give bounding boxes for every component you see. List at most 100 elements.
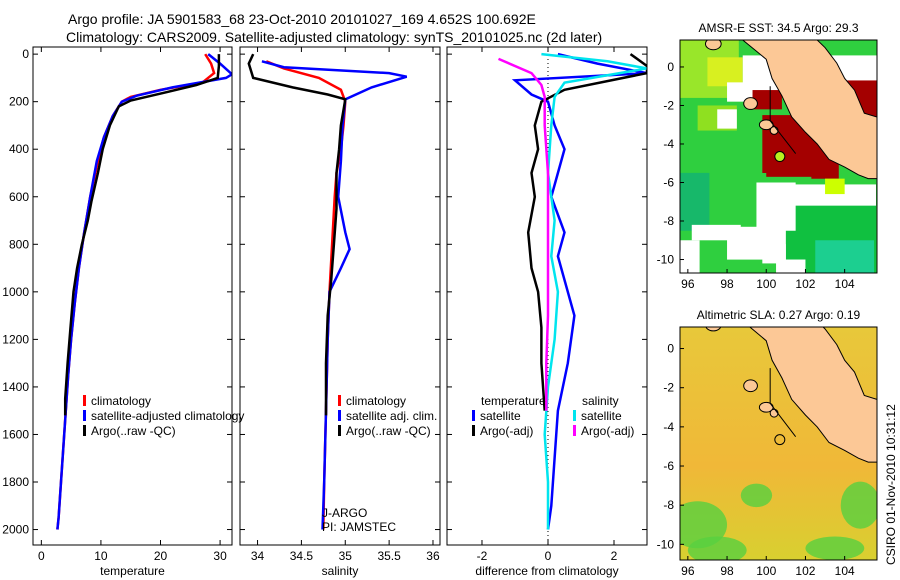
no-data-cell — [680, 240, 700, 273]
y-tick-label: -4 — [663, 137, 674, 151]
island — [704, 40, 722, 51]
sst-hot-cell — [752, 90, 782, 110]
x-tick-label: 104 — [835, 564, 855, 578]
x-axis-label: salinity — [322, 564, 359, 578]
x-tick-label: -2 — [477, 549, 488, 563]
x-tick-label: 98 — [720, 564, 734, 578]
header-line1: Argo profile: JA 5901583_68 23-Oct-2010 … — [68, 11, 536, 27]
series-climatology — [265, 60, 347, 530]
legend-swatch — [338, 425, 341, 436]
legend-label: Argo(-adj) — [480, 424, 533, 438]
y-tick-label: -2 — [663, 98, 674, 112]
series-salinity-satellite — [541, 52, 647, 530]
island — [743, 97, 758, 110]
legend-label: Argo(..raw -QC) — [346, 424, 431, 438]
x-tick-label: 2 — [611, 549, 618, 563]
x-tick-label: 96 — [681, 564, 695, 578]
trench-line — [769, 86, 797, 154]
side-label: CSIRO 01-Nov-2010 10:31:12 — [884, 404, 898, 565]
y-tick-label: 200 — [9, 95, 29, 109]
legend-swatch — [83, 425, 86, 436]
x-tick-label: 96 — [681, 277, 695, 291]
legend-label: satellite — [581, 409, 622, 423]
plot-frame — [446, 46, 648, 546]
legend-swatch — [573, 410, 576, 421]
sst-cell — [680, 172, 710, 231]
y-tick-label: 600 — [9, 190, 29, 204]
legend-swatch — [338, 410, 341, 421]
x-tick-label: 35 — [339, 549, 353, 563]
legend-swatch — [472, 410, 475, 421]
y-tick-label: -6 — [663, 175, 674, 189]
x-tick-label: 34.5 — [290, 549, 314, 563]
x-tick-label: 34 — [251, 549, 265, 563]
legend-label: satellite-adjusted climatology — [91, 409, 244, 423]
x-tick-label: 0 — [38, 549, 45, 563]
x-tick-label: 35.5 — [377, 549, 401, 563]
panel-salinity: 34 34.5 35 35.5 36 salinity climatologysatelli… — [239, 46, 441, 578]
legend-label: Argo(-adj) — [581, 424, 634, 438]
plot-frame — [32, 46, 233, 546]
annotation: J-ARGO — [322, 506, 367, 520]
no-data-cell — [717, 109, 737, 129]
no-data-cell — [762, 244, 786, 264]
sla-low-patch — [740, 483, 773, 508]
sla-low-patch — [680, 501, 728, 549]
x-tick-label: 100 — [756, 564, 776, 578]
map-title: AMSR-E SST: 34.5 Argo: 29.3 — [698, 21, 858, 35]
y-tick-label: -8 — [663, 498, 674, 512]
legend-swatch — [83, 395, 86, 406]
panel-temperature: 0 10 20 30 0 200 400 600 800 1000 1200 1400 1600 1800… — [2, 46, 244, 578]
y-tick-label: 1400 — [2, 380, 29, 394]
legend-label: climatology — [91, 394, 151, 408]
legend-label: satellite — [480, 409, 521, 423]
island — [743, 379, 758, 393]
legend-label: temperature — [481, 394, 546, 408]
argo-position-marker — [774, 434, 786, 446]
legend-swatch — [83, 410, 86, 421]
island — [769, 126, 779, 135]
y-tick-label: 0 — [22, 47, 29, 61]
x-tick-label: 20 — [154, 549, 168, 563]
island — [705, 327, 722, 332]
sst-cell — [707, 57, 743, 87]
y-tick-label: -6 — [663, 459, 674, 473]
x-tick-label: 10 — [94, 549, 108, 563]
legend-label: Argo(..raw -QC) — [91, 424, 176, 438]
y-tick-label: 0 — [667, 60, 674, 74]
map-sst-map: AMSR-E SST: 34.5 Argo: 29.3 96 98 100 102 104… — [657, 21, 878, 291]
series-climatology — [56, 53, 216, 530]
legend-swatch — [338, 395, 341, 406]
y-tick-label: 400 — [9, 142, 29, 156]
annotation: PI: JAMSTEC — [322, 520, 396, 534]
y-tick-label: 1000 — [2, 285, 29, 299]
y-tick-label: -2 — [663, 381, 674, 395]
legend-swatch — [472, 425, 475, 436]
argo-position-marker — [774, 151, 786, 163]
land-sumatra — [741, 40, 877, 180]
map-frame — [679, 326, 878, 561]
y-tick-label: 800 — [9, 237, 29, 251]
y-tick-label: 1600 — [2, 427, 29, 441]
x-axis-label: difference from climatology — [475, 564, 618, 578]
header-line2: Climatology: CARS2009. Satellite-adjuste… — [66, 29, 602, 45]
map-title: Altimetric SLA: 0.27 Argo: 0.19 — [697, 308, 861, 322]
series-satellite-adj-clim- — [261, 60, 408, 530]
series-argo-raw-qc- — [63, 54, 221, 416]
legend-swatch — [573, 425, 576, 436]
y-tick-label: 2000 — [2, 523, 29, 537]
x-tick-label: 102 — [795, 277, 815, 291]
series-satellite-adjusted-climatology — [56, 53, 232, 530]
no-data-cell — [756, 182, 796, 231]
y-tick-label: -10 — [657, 537, 675, 551]
x-tick-label: 102 — [795, 564, 815, 578]
map-frame — [679, 39, 878, 274]
legend-label: climatology — [346, 394, 406, 408]
map-sla-map: Altimetric SLA: 0.27 Argo: 0.19 96 98 100 10… — [657, 308, 878, 578]
y-tick-label: 1800 — [2, 475, 29, 489]
x-tick-label: 100 — [756, 277, 776, 291]
y-tick-label: -4 — [663, 420, 674, 434]
legend-label: salinity — [582, 394, 619, 408]
